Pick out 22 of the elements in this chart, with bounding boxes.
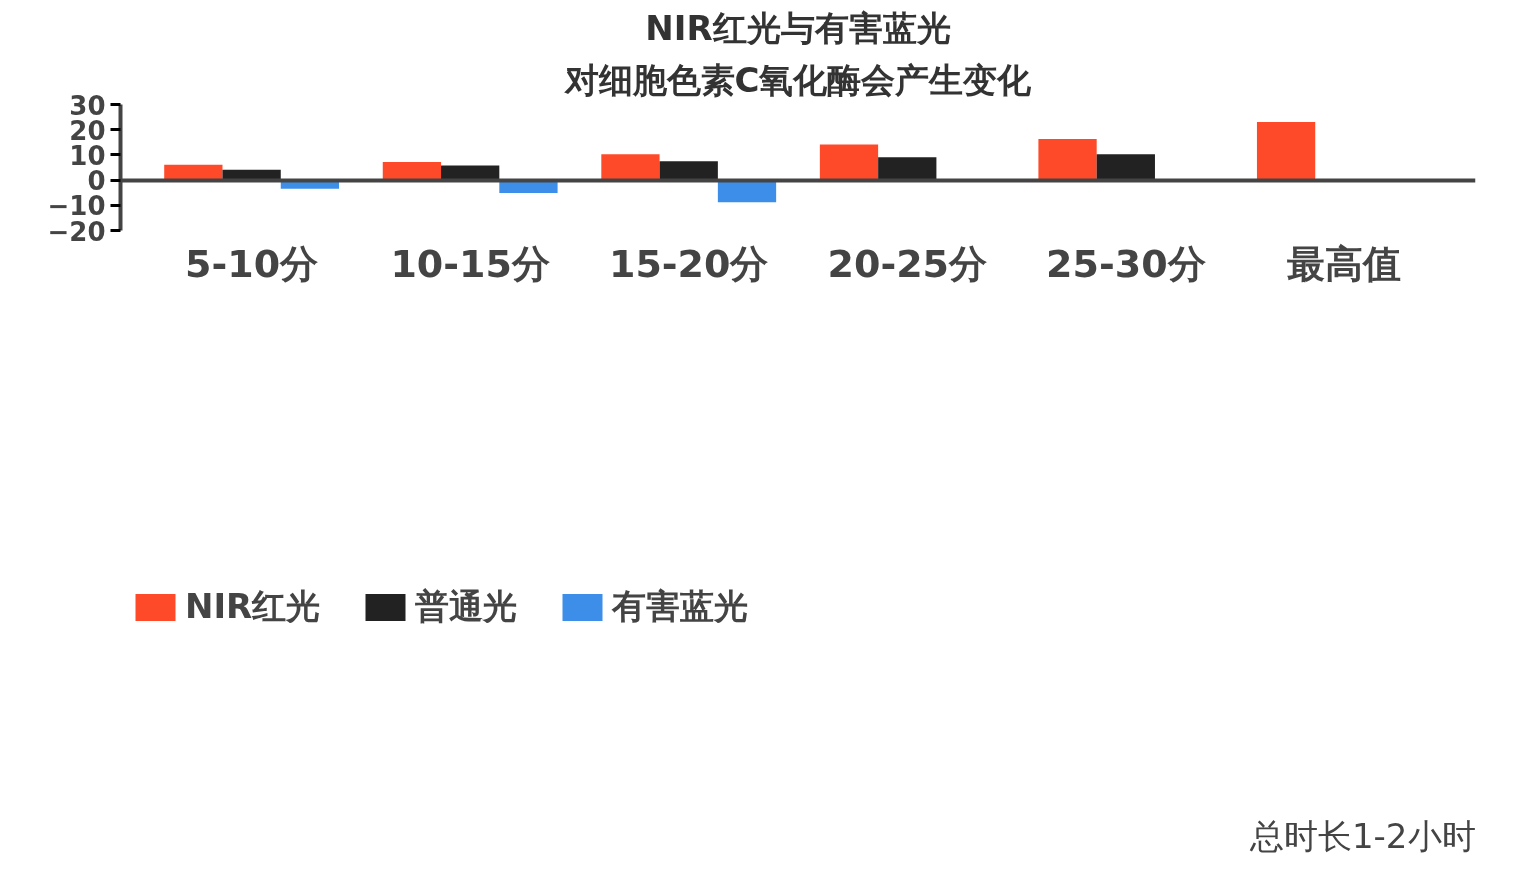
bar bbox=[164, 164, 223, 181]
legend-label: 普通光 bbox=[415, 585, 518, 629]
legend-label: NIR红光 bbox=[185, 585, 321, 629]
x-tick-label: 10-15分 bbox=[390, 241, 550, 286]
bar bbox=[441, 165, 500, 181]
text: 总时长1-2小时 bbox=[1248, 815, 1476, 856]
bar bbox=[1256, 121, 1316, 181]
x-tick-label: 15-20分 bbox=[608, 241, 769, 286]
x-tick-label: 5-10分 bbox=[185, 241, 319, 286]
bar bbox=[659, 161, 718, 181]
bar bbox=[878, 157, 937, 181]
chart-subtitle: 对细胞色素C氧化酶会产生变化 bbox=[563, 59, 1033, 100]
x-tick-label: 最高值 bbox=[1287, 241, 1402, 286]
chart-title: NIR红光与有害蓝光 bbox=[645, 7, 951, 48]
bar bbox=[382, 161, 442, 181]
bar bbox=[601, 154, 660, 181]
x-tick-label: 25-30分 bbox=[1046, 241, 1206, 286]
x-tick-label: 20-25分 bbox=[827, 241, 988, 286]
bar bbox=[819, 144, 879, 181]
legend-label: 有害蓝光 bbox=[612, 585, 749, 629]
bar bbox=[1096, 154, 1155, 181]
bar bbox=[1038, 139, 1097, 181]
